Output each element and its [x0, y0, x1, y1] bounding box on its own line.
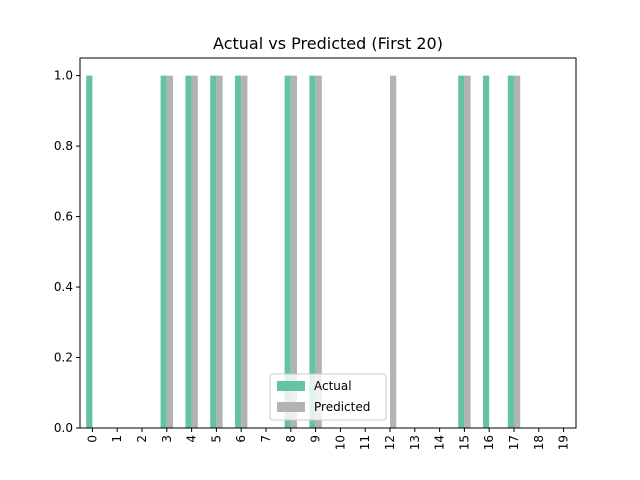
x-tick-label-9: 9 [309, 435, 323, 443]
x-tick-label-2: 2 [135, 435, 149, 443]
legend: Actual Predicted [269, 373, 387, 421]
y-tick-label-0: 0.0 [54, 421, 73, 435]
x-tick-label-16: 16 [482, 435, 496, 450]
bar-predicted-12 [390, 75, 397, 429]
legend-swatch-predicted [277, 402, 305, 412]
x-tick-label-4: 4 [185, 435, 199, 443]
x-tick-label-3: 3 [160, 435, 174, 443]
x-tick-label-19: 19 [557, 435, 571, 450]
y-tick-label-5: 1.0 [54, 69, 73, 83]
bar-predicted-4 [191, 75, 198, 429]
bar-actual-8 [284, 75, 291, 429]
bar-actual-4 [185, 75, 192, 429]
bar-actual-16 [483, 75, 490, 429]
bars-layer [86, 75, 521, 429]
x-axis: 0 1 2 3 4 5 6 7 8 9 10 11 12 13 14 15 16 17 18 19 [85, 428, 571, 450]
x-tick-label-0: 0 [85, 435, 99, 443]
bar-actual-0 [86, 75, 93, 429]
bar-actual-9 [309, 75, 316, 429]
x-tick-label-17: 17 [507, 435, 521, 450]
x-tick-label-12: 12 [383, 435, 397, 450]
y-tick-label-3: 0.6 [54, 210, 73, 224]
bar-predicted-5 [216, 75, 223, 429]
chart-title: Actual vs Predicted (First 20) [213, 34, 443, 53]
legend-label-actual: Actual [314, 379, 352, 393]
y-axis: 0.0 0.2 0.4 0.6 0.8 1.0 [54, 69, 80, 435]
x-tick-label-5: 5 [209, 435, 223, 443]
bar-actual-15 [458, 75, 465, 429]
x-tick-label-18: 18 [532, 435, 546, 450]
plot-frame [79, 57, 577, 429]
legend-swatch-actual [277, 381, 305, 391]
x-tick-label-15: 15 [457, 435, 471, 450]
y-tick-label-4: 0.8 [54, 139, 73, 153]
bar-predicted-8 [290, 75, 297, 429]
x-tick-label-1: 1 [110, 435, 124, 443]
x-tick-label-8: 8 [284, 435, 298, 443]
x-tick-label-11: 11 [358, 435, 372, 450]
bar-predicted-9 [315, 75, 322, 429]
bar-predicted-15 [464, 75, 471, 429]
x-tick-label-7: 7 [259, 435, 273, 443]
y-tick-label-1: 0.2 [54, 351, 73, 365]
bar-actual-17 [507, 75, 514, 429]
legend-label-predicted: Predicted [314, 400, 370, 414]
x-tick-label-10: 10 [333, 435, 347, 450]
bar-predicted-17 [514, 75, 521, 429]
bar-actual-3 [160, 75, 167, 429]
x-tick-label-6: 6 [234, 435, 248, 443]
bar-actual-6 [235, 75, 242, 429]
bar-actual-5 [210, 75, 217, 429]
x-tick-label-13: 13 [408, 435, 422, 450]
bar-predicted-3 [166, 75, 173, 429]
bar-predicted-6 [241, 75, 248, 429]
y-tick-label-2: 0.4 [54, 280, 73, 294]
x-tick-label-14: 14 [433, 435, 447, 450]
